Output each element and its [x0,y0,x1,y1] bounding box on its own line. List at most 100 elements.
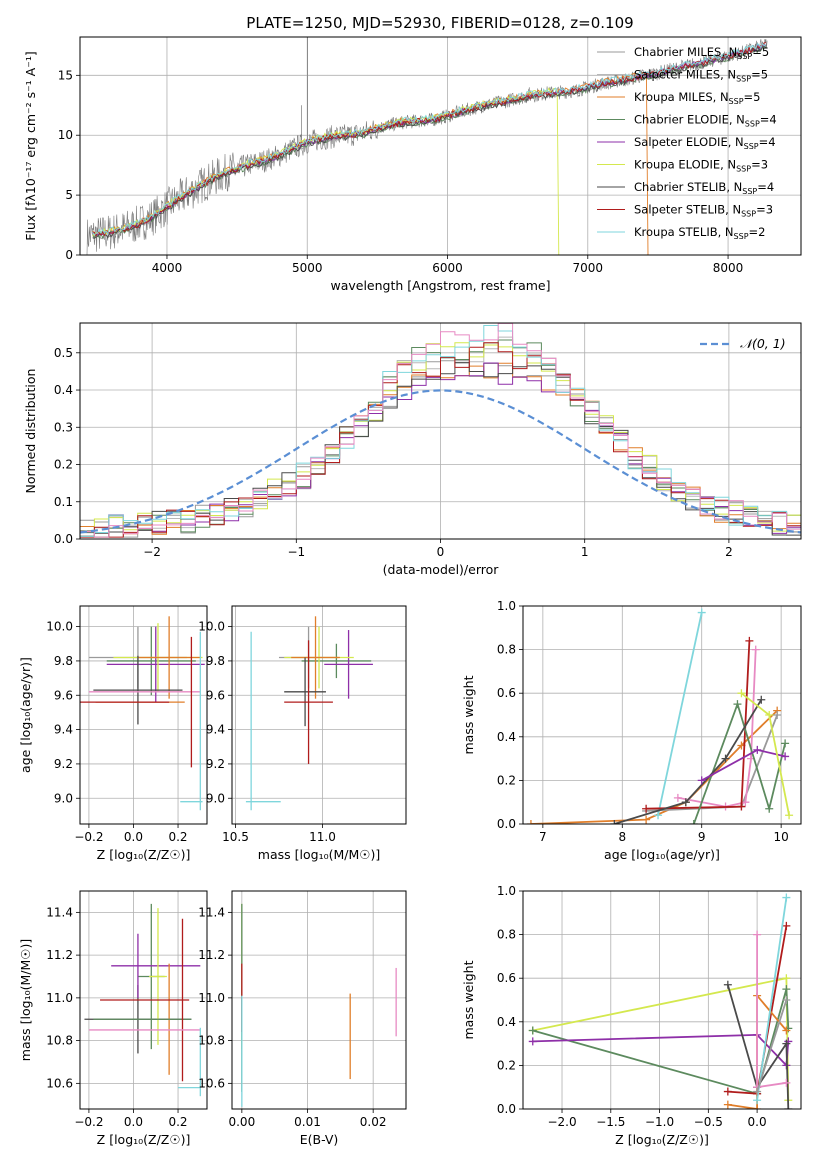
y-tick-label: 9.8 [206,654,225,668]
grid [232,891,406,1109]
axes-frame [79,322,802,540]
mass-weight-marker [610,820,619,824]
mass-weight-line [726,984,790,1109]
x-axis-label: Z [log₁₀(Z/Z☉)] [97,847,191,862]
mass-weight-marker [528,1026,537,1035]
mass-weight-line [657,612,703,816]
x-tick-label: −2 [143,545,161,559]
mass-weight-marker [737,689,746,698]
mass-weight-marker [723,980,732,989]
axes-frame [522,605,802,825]
y-tick-label: 9.0 [206,791,225,805]
mass-weight-marker [782,1078,791,1087]
legend-label: Salpeter MILES, NSSP=5 [634,68,768,84]
plot-area [86,37,768,255]
x-tick-label: 0.00 [228,1115,255,1129]
errorbar-point [149,908,167,1045]
x-axis-label: E(B-V) [300,1132,339,1147]
errorbar-point [106,626,196,696]
y-tick-label: 0.2 [497,1058,516,1072]
mass-weight-marker [737,802,746,811]
histogram-step [80,342,801,532]
y-tick-label: 9.4 [54,723,73,737]
x-tick-label: −2.0 [547,1115,576,1129]
panel-massweight-vs-age: 7 8 9 10 0.0 0.2 0.4 0.6 0.8 1.0 age [log₁₀(age/yr… [461,599,802,862]
x-tick-label: 11.0 [309,830,336,844]
errorbar-point [284,657,326,727]
y-tick-label: 11.2 [198,948,225,962]
plot-area [526,608,794,824]
errorbar-point [137,616,201,699]
mass-weight-marker [721,754,730,763]
normal-pdf-curve [80,389,801,534]
mass-weight-line [614,699,763,824]
x-tick-label: 6000 [432,261,463,275]
errorbar-point [301,643,372,679]
mass-weight-marker [642,815,651,824]
plot-area [84,903,201,1097]
legend-label: Salpeter STELIB, NSSP=3 [634,203,773,219]
mass-weight-marker [642,804,651,813]
errorbar-point [106,626,205,703]
x-tick-label: 0 [437,545,445,559]
y-tick-label: 11.0 [198,991,225,1005]
x-axis-label: mass [log₁₀(M/M☉)] [258,847,380,862]
y-tick-label: 11.4 [46,905,73,919]
mass-weight-marker [528,1037,537,1046]
y-tick-label: 11.4 [198,905,225,919]
panel-mass-vs-EBV: 0.00 0.01 0.02 10.6 10.8 11.0 11.2 11.4 E(B-V) [198,890,407,1147]
mass-weight-line [756,897,788,1101]
legend-label: Kroupa ELODIE, NSSP=3 [634,158,768,174]
y-tick-label: 0.6 [497,971,516,985]
errorbar-point [284,640,333,764]
model-spectrum-line [92,46,767,240]
y-tick-label: 9.2 [206,757,225,771]
model-spectrum-line [92,45,767,239]
mass-weight-marker [681,798,690,807]
errorbar-point [324,630,373,699]
y-tick-label: 9.2 [54,757,73,771]
histogram-step [80,342,801,538]
ticks: −2.0 −1.5 −1.0 −0.5 0.0 0.0 0.2 0.4 0.6 0.8 1.0 [497,884,767,1129]
mass-weight-marker [697,608,706,617]
mass-weight-line [532,988,790,1095]
y-tick-label: 0.4 [497,730,516,744]
x-axis-label: Z [log₁₀(Z/Z☉)] [97,1132,191,1147]
x-tick-label: 0.0 [124,830,143,844]
y-tick-label: 10.8 [46,1034,73,1048]
errorbar-point [93,655,183,725]
legend-label: Kroupa MILES, NSSP=5 [634,90,760,106]
y-tick-label: 9.0 [54,791,73,805]
panel-spectrum: 4000 5000 6000 7000 8000 0 5 10 15 wavelength [An… [23,36,802,293]
x-tick-label: 9 [698,830,706,844]
panel-mass-vs-Z: −0.2 0.0 0.2 10.6 10.8 11.0 11.2 11.4 Z [log₁₀(Z… [18,890,208,1147]
y-tick-label: 10.6 [46,1076,73,1090]
y-tick-label: 0.5 [54,346,73,360]
mass-weight-marker [781,739,790,748]
x-tick-label: −0.2 [74,1115,103,1129]
y-axis-label: Flux [fλ10⁻¹⁷ erg cm⁻² s⁻¹ A⁻¹] [23,51,38,240]
x-tick-label: 8000 [713,261,744,275]
y-tick-label: 0.4 [54,383,73,397]
panel-residual-histogram: −2 −1 0 1 2 0.0 0.1 0.2 0.3 0.4 0.5 (data-model)/er… [23,322,802,577]
model-spectrum-line [92,42,767,237]
x-tick-label: 10.5 [222,830,249,844]
model-spectrum-line [92,87,560,255]
model-spectrum-line [92,42,767,236]
mass-weight-marker [673,793,682,802]
y-tick-label: 0.0 [497,817,516,831]
mass-weight-marker [745,636,754,645]
mass-weight-marker [654,811,663,820]
mass-weight-marker [526,820,535,824]
x-axis-label: (data-model)/error [383,562,500,577]
x-tick-label: 2 [725,545,733,559]
y-axis-label: mass weight [461,960,476,1039]
mass-weight-line [646,640,751,810]
mass-weight-marker [753,745,762,754]
mass-weight-marker [781,752,790,761]
grid [523,605,801,825]
y-tick-label: 9.6 [54,688,73,702]
legend-label: Salpeter ELODIE, NSSP=4 [634,135,776,151]
legend-label: Chabrier STELIB, NSSP=4 [634,180,774,196]
ticks: 10.5 11.0 9.0 9.2 9.4 9.6 9.8 10.0 [198,620,336,844]
